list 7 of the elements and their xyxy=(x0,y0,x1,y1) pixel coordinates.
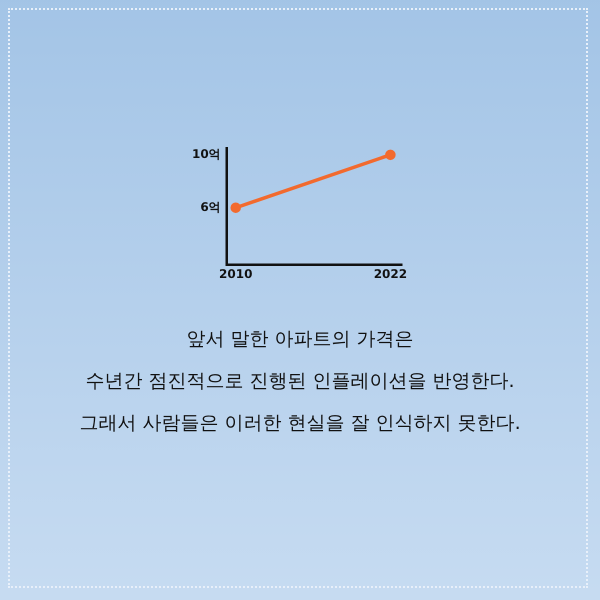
text: 수년간 점진적으로 진행된 인플레이션을 반영한다. xyxy=(84,369,516,394)
x-tick-label: 2010 xyxy=(219,266,252,281)
y-tick-label: 10억 xyxy=(192,146,221,161)
y-tick-label: 6억 xyxy=(200,200,221,214)
text: 앞서 말한 아파트의 가격은 xyxy=(185,327,415,352)
x-tick-label: 2022 xyxy=(374,266,408,281)
text: 그래서 사람들은 이러한 현실을 잘 인식하지 못한다. xyxy=(78,411,522,436)
